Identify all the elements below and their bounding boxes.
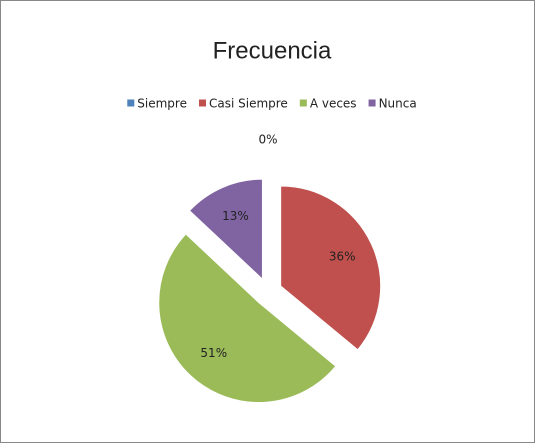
legend-swatch xyxy=(368,99,376,107)
legend-label: Casi Siempre xyxy=(209,97,288,111)
data-label: 13% xyxy=(222,209,249,223)
pie-slice xyxy=(280,185,382,351)
data-label: 51% xyxy=(200,346,227,360)
legend-swatch xyxy=(198,99,206,107)
data-label: 0% xyxy=(258,133,277,147)
pie-slice xyxy=(158,233,337,403)
legend-label: Nunca xyxy=(379,97,417,111)
pie-slice xyxy=(188,178,263,281)
legend-label: A veces xyxy=(310,97,357,111)
legend-swatch xyxy=(299,99,307,107)
legend-label: Siempre xyxy=(137,97,187,111)
data-label: 36% xyxy=(329,250,356,264)
chart-title: Frecuencia xyxy=(213,37,332,64)
legend-swatch xyxy=(127,99,135,107)
